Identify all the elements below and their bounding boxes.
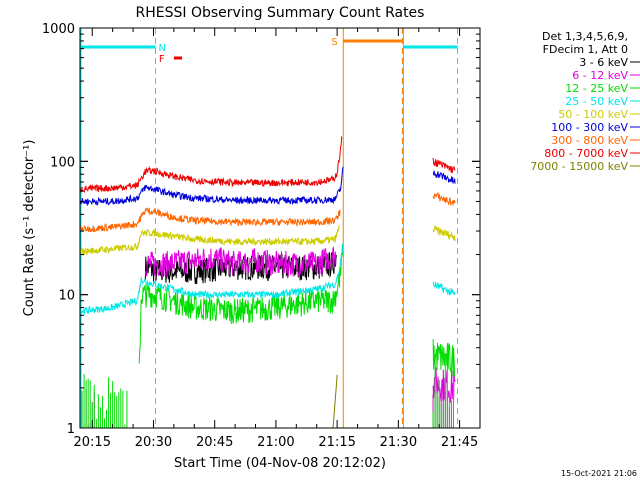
- legend-entry: 6 - 12 keV: [572, 69, 628, 82]
- x-tick-label: 20:15: [74, 435, 111, 450]
- legend-entry: 800 - 7000 keV: [544, 147, 628, 160]
- legend-entry: 100 - 300 keV: [551, 121, 628, 134]
- series-tail-7: [432, 157, 456, 174]
- series-tail-3: [432, 281, 456, 296]
- legend-entry: 25 - 50 keV: [565, 95, 628, 108]
- legend: Det 1,3,4,5,6,9,FDecim 1, Att 03 - 6 keV…: [530, 30, 640, 173]
- saa-label: S: [331, 37, 337, 48]
- series-line-2: [138, 243, 344, 364]
- night-label: N: [159, 43, 166, 54]
- legend-entry: 12 - 25 keV: [565, 82, 628, 95]
- series-line-7: [79, 135, 343, 194]
- series-line-5: [79, 166, 344, 207]
- x-tick-label: 20:30: [135, 435, 172, 450]
- timestamp: 15-Oct-2021 21:06: [561, 469, 637, 478]
- y-tick-label: 100: [50, 155, 75, 170]
- x-tick-label: 21:00: [257, 435, 294, 450]
- series-tail-5: [432, 170, 456, 185]
- legend-entry: 7000 - 15000 keV: [530, 160, 628, 173]
- x-tick-label: 21:15: [318, 435, 355, 450]
- series-line-0: [144, 252, 337, 285]
- x-tick-label: 21:45: [441, 435, 478, 450]
- y-tick-label: 1: [67, 422, 75, 437]
- flare-label: F: [159, 54, 165, 65]
- series-tail-2: [432, 339, 456, 377]
- legend-header: FDecim 1, Att 0: [543, 43, 628, 56]
- x-tick-label: 20:45: [196, 435, 233, 450]
- series-layer: [79, 135, 456, 429]
- y-axis-label: Count Rate (s⁻¹ detector⁻¹): [22, 140, 37, 317]
- annotations-layer: N S F: [80, 28, 459, 428]
- series-tail-1: [432, 366, 456, 403]
- series-tail-4: [432, 224, 456, 242]
- series-line-6: [79, 207, 341, 233]
- y-tick-label: 1000: [42, 22, 75, 37]
- series-line-1: [144, 246, 337, 278]
- legend-entry: 50 - 100 keV: [558, 108, 628, 121]
- axes-layer: 20:15 20:30 20:45 21:00 21:15 21:30 21:45 1 10 10…: [42, 22, 480, 450]
- x-axis-label: Start Time (04-Nov-08 20:12:02): [174, 456, 386, 471]
- x-tick-label: 21:30: [380, 435, 417, 450]
- y-tick-label: 10: [58, 289, 75, 304]
- legend-entry: 300 - 800 keV: [551, 134, 628, 147]
- series-tail-6: [432, 191, 456, 206]
- legend-entry: 3 - 6 keV: [579, 56, 628, 69]
- series-line-3: [79, 243, 344, 315]
- legend-header: Det 1,3,4,5,6,9,: [542, 30, 628, 43]
- series-line-4: [79, 224, 340, 257]
- plot-frame: [79, 27, 481, 429]
- chart-title: RHESSI Observing Summary Count Rates: [136, 5, 425, 21]
